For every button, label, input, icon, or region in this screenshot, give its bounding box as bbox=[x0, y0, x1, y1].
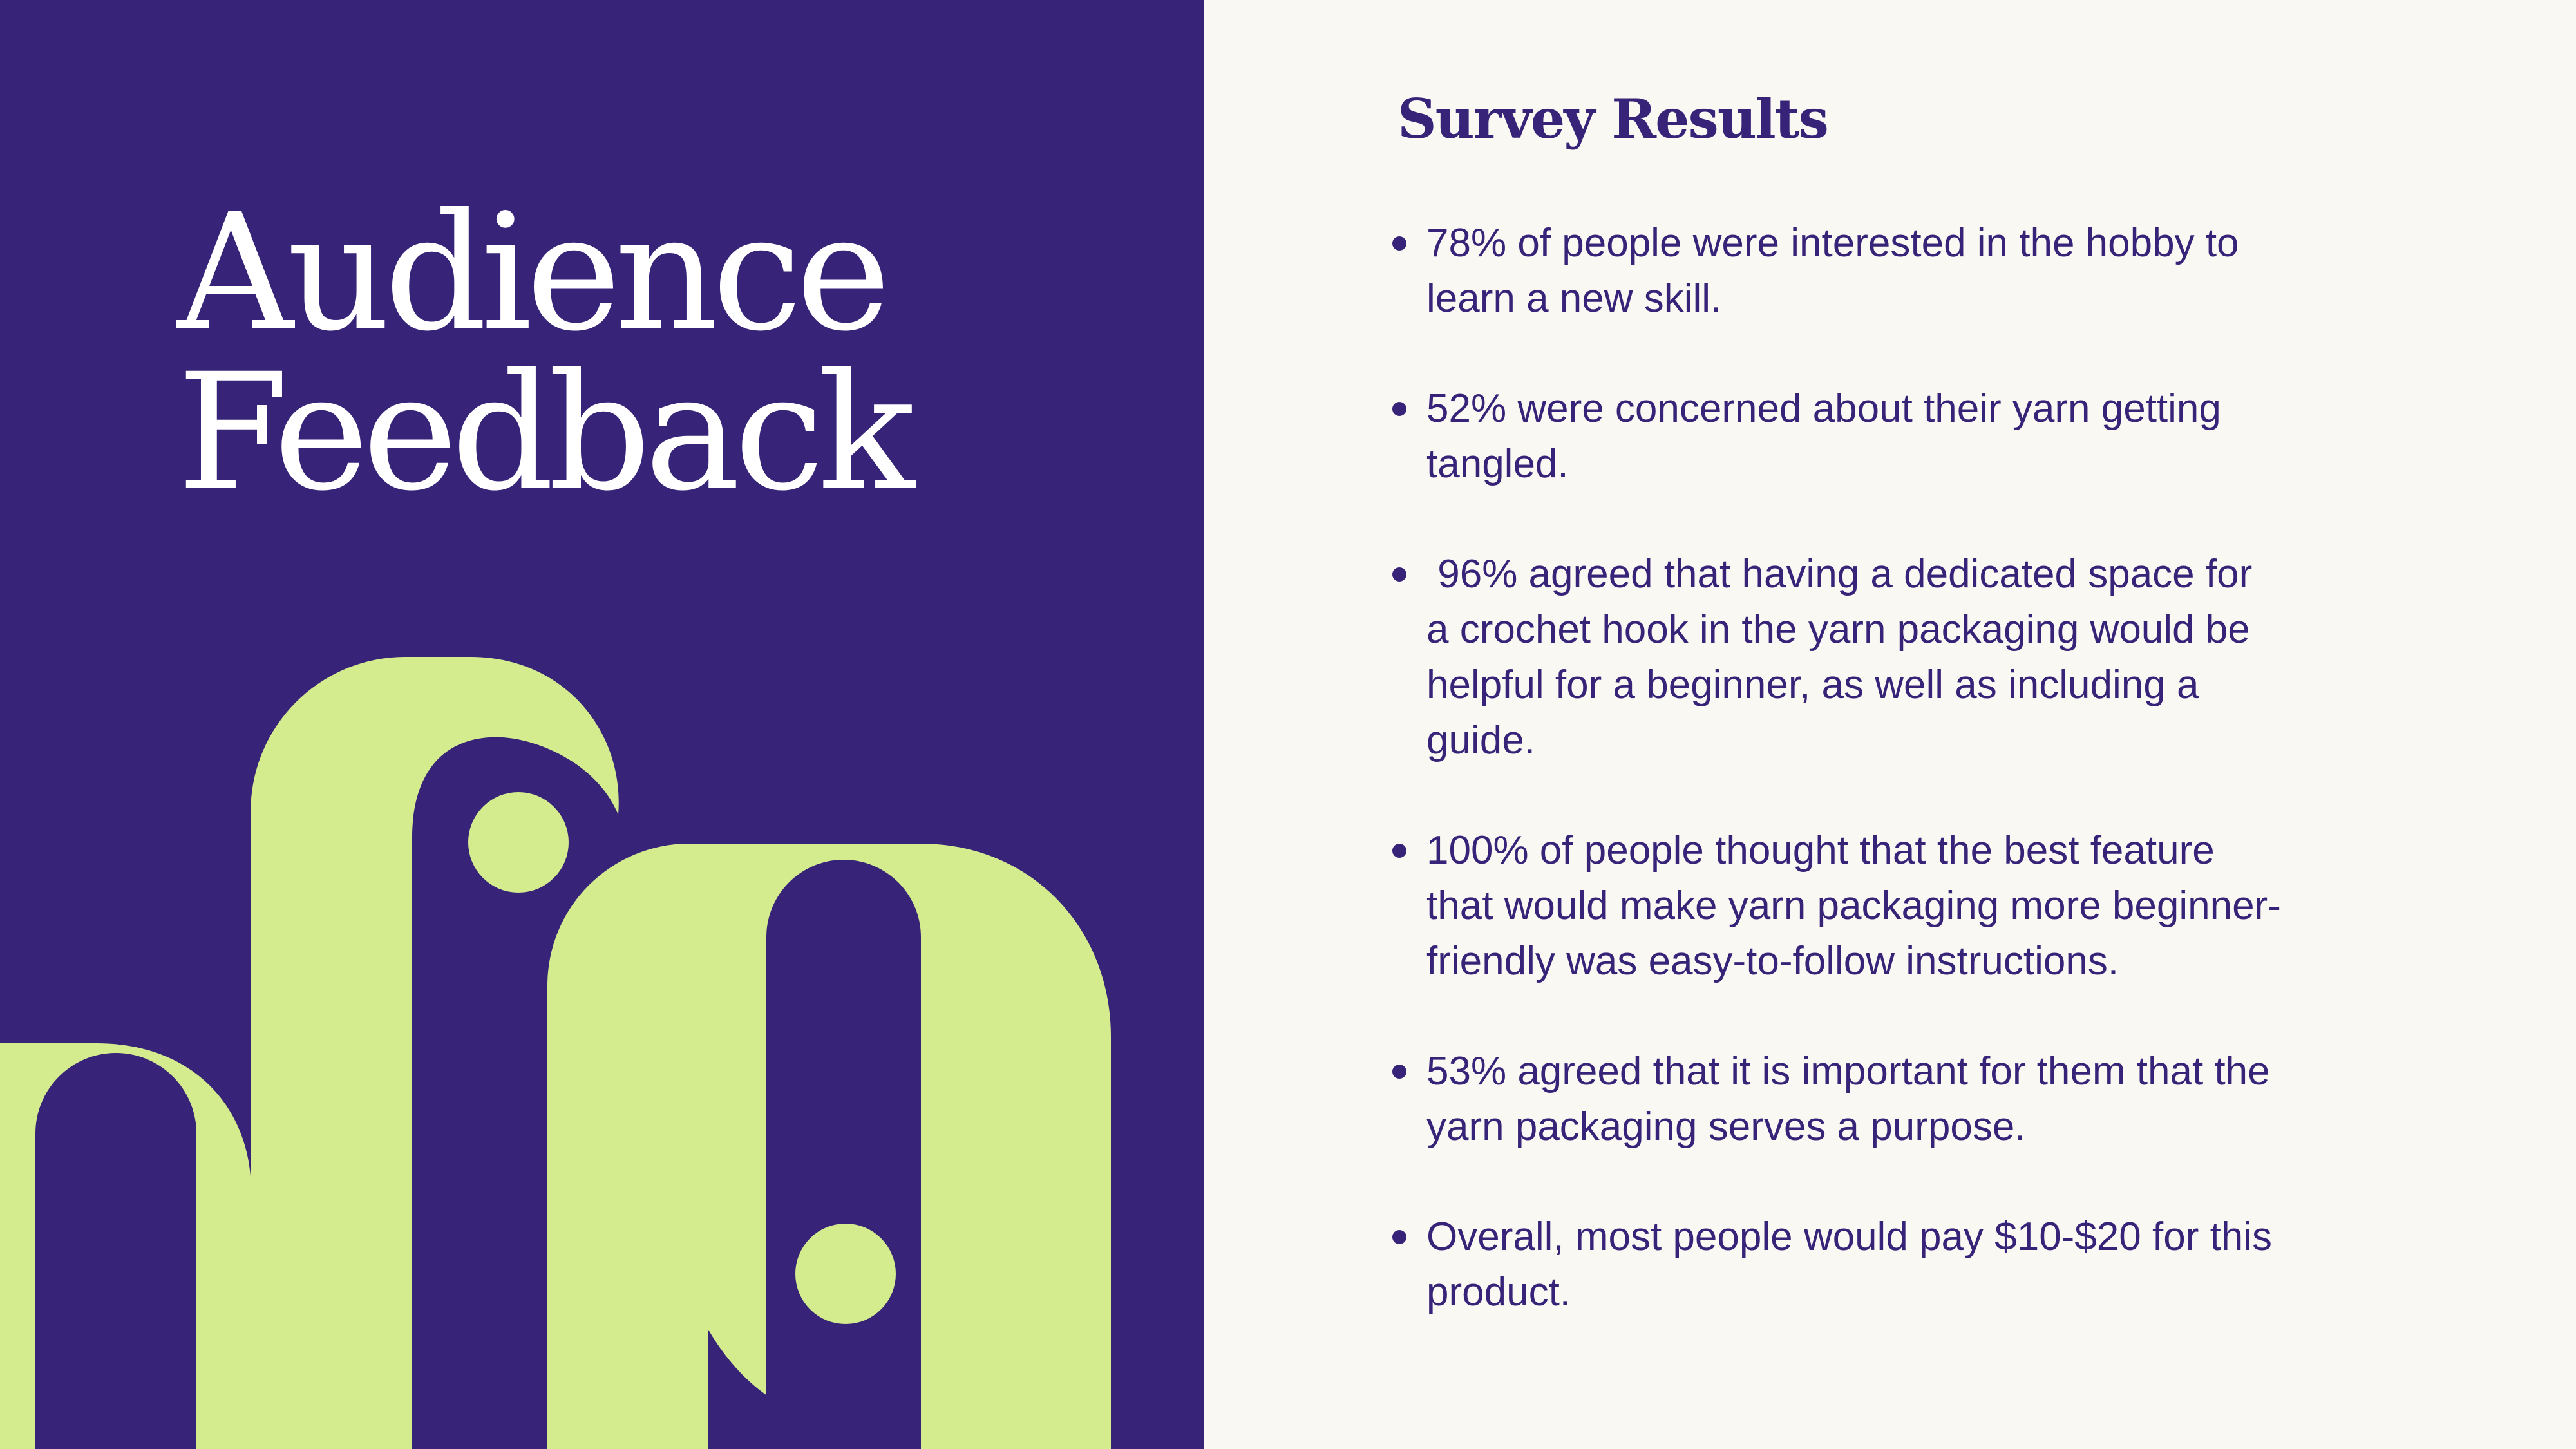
yarn-ball-circle bbox=[468, 792, 569, 893]
slide-title-line-1: Audience bbox=[177, 179, 891, 366]
survey-results-heading: Survey Results bbox=[1397, 87, 1829, 151]
inner-circle bbox=[795, 1224, 896, 1324]
survey-results-list: 78% of people were interested in the hob… bbox=[1392, 216, 2283, 1375]
pill-cutout bbox=[766, 860, 921, 1449]
list-item: 52% were concerned about their yarn gett… bbox=[1392, 381, 2283, 492]
list-item: 53% agreed that it is important for them… bbox=[1392, 1044, 2283, 1155]
right-panel: Survey Results 78% of people were intere… bbox=[1204, 0, 2576, 1449]
slide-title-line-2: Feedback bbox=[177, 339, 915, 526]
hook-cutout bbox=[708, 1330, 921, 1449]
left-panel: Audience Feedback bbox=[0, 0, 1204, 1449]
list-item: Overall, most people would pay $10-$20 f… bbox=[1392, 1209, 2283, 1320]
list-item: 100% of people thought that the best fea… bbox=[1392, 823, 2283, 989]
list-item-text: 96% agreed that having a dedicated space… bbox=[1426, 552, 2264, 762]
slide-title: Audience Feedback bbox=[177, 179, 915, 526]
list-item: 78% of people were interested in the hob… bbox=[1392, 216, 2283, 327]
list-item: 96% agreed that having a dedicated space… bbox=[1392, 547, 2283, 768]
decorative-yarn-illustration bbox=[0, 656, 1111, 1449]
tall-arch-shape bbox=[251, 656, 619, 1449]
small-arch-cutout bbox=[35, 1053, 196, 1449]
